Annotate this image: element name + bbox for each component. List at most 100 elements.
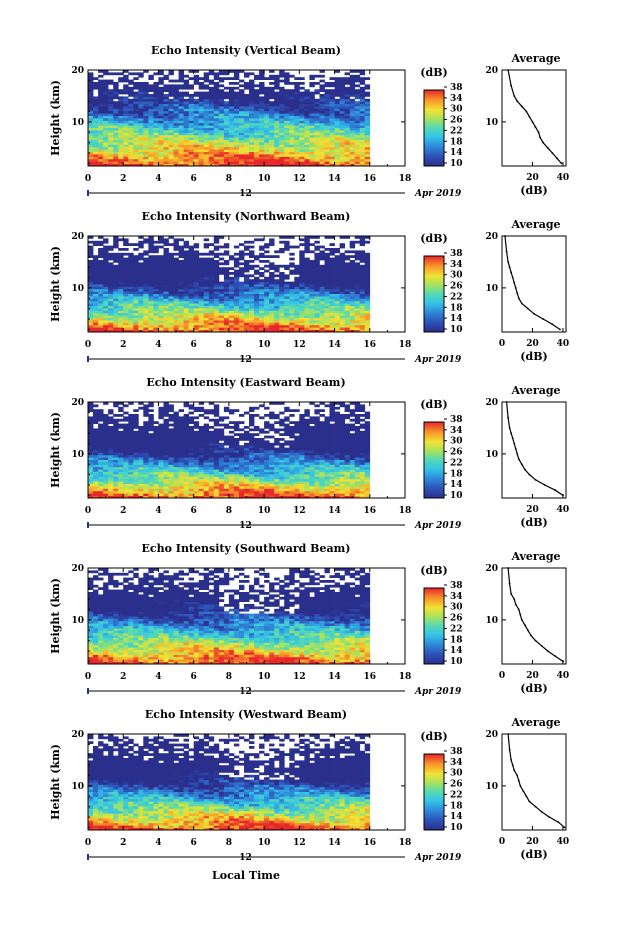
- heatmap-cell: [118, 327, 124, 330]
- heatmap-cell: [344, 122, 350, 126]
- heatmap-cell: [334, 284, 340, 287]
- heatmap-cell: [344, 149, 350, 152]
- heatmap-cell: [309, 483, 315, 487]
- heatmap-cell: [244, 98, 250, 102]
- heatmap-cell: [354, 144, 361, 148]
- heatmap-cell: [163, 151, 169, 155]
- heatmap-cell: [158, 269, 164, 273]
- heatmap-cell: [123, 483, 129, 487]
- heatmap-cell: [108, 481, 114, 484]
- heatmap-cell: [123, 272, 129, 275]
- heatmap-cell: [274, 125, 280, 128]
- heatmap-cell: [364, 305, 371, 309]
- heatmap-cell: [334, 79, 340, 83]
- heatmap-cell: [93, 310, 99, 314]
- heatmap-cell: [173, 149, 179, 152]
- heatmap-cell: [329, 488, 335, 492]
- heatmap-cell: [208, 98, 215, 102]
- heatmap-cell: [123, 493, 129, 496]
- heatmap-cell: [98, 476, 104, 480]
- heatmap-cell: [344, 486, 350, 489]
- heatmap-cell: [178, 79, 184, 83]
- heatmap-cell: [213, 291, 220, 294]
- heatmap-cell: [133, 110, 139, 114]
- heatmap-cell: [123, 320, 129, 323]
- heatmap-cell: [168, 300, 174, 304]
- heatmap-cell: [128, 466, 134, 470]
- heatmap-cell: [173, 154, 179, 157]
- heatmap-cell: [299, 315, 305, 318]
- heatmap-cell: [178, 146, 184, 150]
- heatmap-cell: [163, 139, 169, 143]
- heatmap-cell: [198, 310, 205, 314]
- average-profile-point: [516, 100, 519, 102]
- x-tick-label: 0: [85, 174, 91, 184]
- heatmap-cell: [138, 240, 144, 244]
- heatmap-cell: [93, 490, 99, 494]
- heatmap-cell: [193, 476, 200, 480]
- heatmap-cell: [213, 315, 220, 318]
- heatmap-cell: [118, 486, 124, 489]
- heatmap-cell: [118, 324, 124, 328]
- heatmap-cell: [254, 139, 260, 143]
- heatmap-cell: [203, 324, 210, 328]
- heatmap-cell: [299, 118, 305, 121]
- heatmap-cell: [153, 281, 159, 285]
- heatmap-cell: [223, 154, 230, 157]
- heatmap-cell: [133, 474, 139, 477]
- heatmap-cell: [98, 305, 104, 309]
- heatmap-cell: [244, 286, 250, 290]
- heatmap-cell: [113, 493, 119, 496]
- heatmap-cell: [329, 156, 335, 160]
- heatmap-cell: [259, 255, 265, 258]
- heatmap-cell: [284, 303, 290, 306]
- heatmap-cell: [108, 103, 114, 107]
- heatmap-cell: [349, 108, 356, 112]
- heatmap-cell: [113, 154, 119, 157]
- heatmap-cell: [264, 94, 270, 97]
- heatmap-cell: [98, 462, 104, 465]
- heatmap-cell: [93, 260, 99, 263]
- heatmap-cell: [158, 257, 164, 261]
- heatmap-cell: [364, 262, 371, 266]
- heatmap-cell: [93, 288, 99, 292]
- heatmap-cell: [198, 291, 205, 294]
- heatmap-cell: [88, 284, 94, 287]
- heatmap-cell: [239, 488, 245, 492]
- heatmap-cell: [113, 82, 119, 85]
- heatmap-cell: [249, 96, 255, 100]
- heatmap-cell: [103, 248, 109, 251]
- heatmap-cell: [309, 329, 315, 333]
- heatmap-cell: [213, 288, 220, 292]
- colorbar-tick-label: 26: [450, 282, 463, 292]
- heatmap-cell: [98, 274, 104, 278]
- heatmap-cell: [299, 322, 305, 326]
- heatmap-cell: [133, 262, 139, 266]
- heatmap-cell: [123, 327, 129, 330]
- heatmap-cell: [279, 149, 285, 152]
- heatmap-cell: [98, 474, 104, 477]
- heatmap-cell: [208, 113, 215, 116]
- heatmap-cell: [289, 490, 295, 494]
- heatmap-cell: [233, 262, 240, 266]
- heatmap-cell: [339, 132, 345, 136]
- heatmap-cell: [218, 291, 225, 294]
- heatmap-cell: [193, 77, 200, 80]
- heatmap-cell: [88, 471, 94, 475]
- heatmap-cell: [203, 298, 210, 302]
- heatmap-cell: [108, 245, 114, 249]
- heatmap-cell: [103, 469, 109, 472]
- heatmap-cell: [88, 476, 94, 480]
- heatmap-cell: [163, 322, 169, 326]
- heatmap-cell: [274, 308, 280, 311]
- heatmap-cell: [128, 146, 134, 150]
- heatmap-cell: [188, 103, 194, 107]
- heatmap-cell: [304, 94, 310, 97]
- heatmap-cell: [173, 103, 179, 107]
- heatmap-cell: [153, 127, 159, 131]
- heatmap-cell: [118, 154, 124, 157]
- heatmap-cell: [304, 284, 310, 287]
- heatmap-cell: [158, 308, 164, 311]
- heatmap-cell: [128, 161, 134, 164]
- heatmap-cell: [153, 146, 159, 150]
